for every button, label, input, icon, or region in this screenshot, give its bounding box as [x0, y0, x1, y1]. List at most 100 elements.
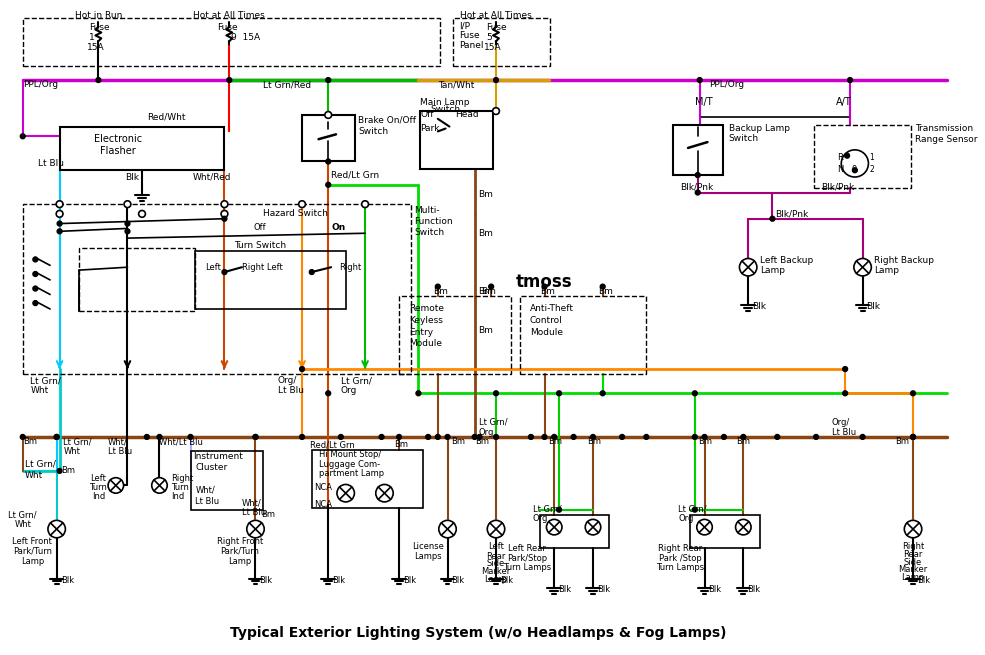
- Circle shape: [620, 434, 624, 440]
- Text: Range Sensor: Range Sensor: [915, 135, 977, 143]
- Bar: [520, 296, 646, 374]
- Text: Function: Function: [415, 217, 453, 226]
- Circle shape: [814, 434, 819, 440]
- Text: Bm: Bm: [697, 438, 712, 446]
- Text: Flasher: Flasher: [99, 146, 136, 156]
- Text: Blk: Blk: [125, 172, 140, 181]
- Text: Hot at All Times: Hot at All Times: [460, 10, 532, 20]
- Text: Bm: Bm: [451, 438, 465, 446]
- Circle shape: [740, 259, 756, 276]
- Text: Hi Mount Stop/: Hi Mount Stop/: [319, 450, 382, 459]
- Circle shape: [571, 434, 576, 440]
- Circle shape: [56, 201, 63, 208]
- Text: Rear: Rear: [903, 550, 923, 559]
- Text: Side: Side: [487, 559, 505, 569]
- Text: Blk: Blk: [917, 576, 930, 585]
- Text: Blk: Blk: [558, 585, 571, 593]
- Text: Lamp: Lamp: [901, 573, 925, 582]
- Text: Blk: Blk: [752, 301, 766, 310]
- Text: Lt Blu: Lt Blu: [38, 159, 64, 168]
- Text: Lt Blu: Lt Blu: [195, 497, 220, 506]
- Text: Turn Lamps: Turn Lamps: [656, 563, 704, 572]
- Text: Entry: Entry: [409, 328, 432, 337]
- Circle shape: [854, 259, 872, 276]
- Text: PPL/Org: PPL/Org: [709, 81, 745, 89]
- Text: M/T: M/T: [694, 98, 712, 107]
- Circle shape: [21, 134, 26, 139]
- Circle shape: [600, 391, 605, 396]
- Circle shape: [253, 434, 258, 440]
- Text: Head: Head: [455, 111, 479, 119]
- Text: Hot in Run: Hot in Run: [75, 10, 122, 20]
- Text: Ind: Ind: [92, 492, 105, 500]
- Text: Blk: Blk: [597, 585, 610, 593]
- Circle shape: [298, 201, 305, 208]
- Text: Typical Exterior Lighting System (w/o Headlamps & Fog Lamps): Typical Exterior Lighting System (w/o He…: [230, 626, 727, 640]
- Text: Right Rear: Right Rear: [658, 544, 702, 553]
- Circle shape: [585, 519, 601, 535]
- Text: Multi-: Multi-: [415, 206, 440, 215]
- Text: Lamp: Lamp: [485, 575, 507, 584]
- Circle shape: [695, 190, 700, 195]
- Text: N: N: [837, 165, 844, 174]
- Bar: [815, 124, 911, 188]
- Text: Lt Blu: Lt Blu: [108, 447, 132, 456]
- Text: Left: Left: [91, 474, 106, 483]
- Text: Right Left: Right Left: [242, 263, 283, 272]
- Circle shape: [472, 434, 477, 440]
- Text: Fuse: Fuse: [89, 23, 109, 32]
- Text: Blk: Blk: [500, 576, 513, 585]
- Text: Bm: Bm: [598, 287, 613, 296]
- Bar: [190, 451, 263, 510]
- Circle shape: [644, 434, 649, 440]
- Circle shape: [222, 270, 227, 274]
- Circle shape: [692, 434, 697, 440]
- Text: A/T: A/T: [835, 98, 851, 107]
- Circle shape: [326, 182, 331, 187]
- Circle shape: [221, 210, 228, 217]
- Circle shape: [56, 210, 63, 217]
- Text: Rear: Rear: [487, 552, 505, 561]
- Circle shape: [542, 434, 547, 440]
- Text: Org: Org: [341, 386, 358, 395]
- Circle shape: [696, 519, 712, 535]
- Text: Hot at All Times: Hot at All Times: [193, 10, 265, 20]
- Circle shape: [33, 301, 37, 305]
- Text: Lt Grn/: Lt Grn/: [31, 376, 61, 385]
- Circle shape: [910, 434, 915, 440]
- Text: Fuse: Fuse: [459, 31, 480, 40]
- Circle shape: [493, 434, 498, 440]
- Text: On: On: [331, 223, 346, 232]
- Circle shape: [125, 221, 130, 226]
- Circle shape: [438, 520, 456, 538]
- Text: Left: Left: [489, 542, 504, 551]
- Text: Red/Lt Grn: Red/Lt Grn: [331, 170, 379, 179]
- Circle shape: [326, 77, 331, 83]
- Text: Instrument: Instrument: [193, 452, 243, 461]
- Text: Lt Grn/: Lt Grn/: [679, 504, 707, 514]
- Text: Switch: Switch: [729, 134, 758, 143]
- Text: I/P: I/P: [459, 21, 470, 30]
- Circle shape: [299, 367, 304, 371]
- Text: Park/Turn: Park/Turn: [13, 547, 52, 556]
- Text: Backup Lamp: Backup Lamp: [729, 124, 790, 133]
- Text: NCA: NCA: [313, 483, 332, 492]
- Text: Cluster: Cluster: [195, 464, 228, 472]
- Text: Right Front: Right Front: [217, 537, 263, 546]
- Circle shape: [222, 216, 227, 221]
- Text: Lt Blu: Lt Blu: [242, 508, 266, 517]
- Text: Blk: Blk: [259, 576, 273, 585]
- Text: Lt Grn/: Lt Grn/: [341, 376, 371, 385]
- Text: Brake On/Off: Brake On/Off: [359, 115, 417, 124]
- Circle shape: [692, 507, 697, 512]
- Text: Lt Grn/: Lt Grn/: [25, 460, 55, 468]
- Text: Blk: Blk: [403, 576, 416, 585]
- Circle shape: [139, 210, 146, 217]
- Circle shape: [600, 284, 605, 289]
- Text: PPL/Org: PPL/Org: [23, 81, 58, 89]
- Text: Transmission: Transmission: [915, 124, 973, 133]
- Text: Side: Side: [904, 557, 922, 567]
- Text: Lt Blu: Lt Blu: [278, 386, 303, 395]
- Text: 1: 1: [89, 33, 95, 42]
- Text: Panel: Panel: [459, 41, 484, 50]
